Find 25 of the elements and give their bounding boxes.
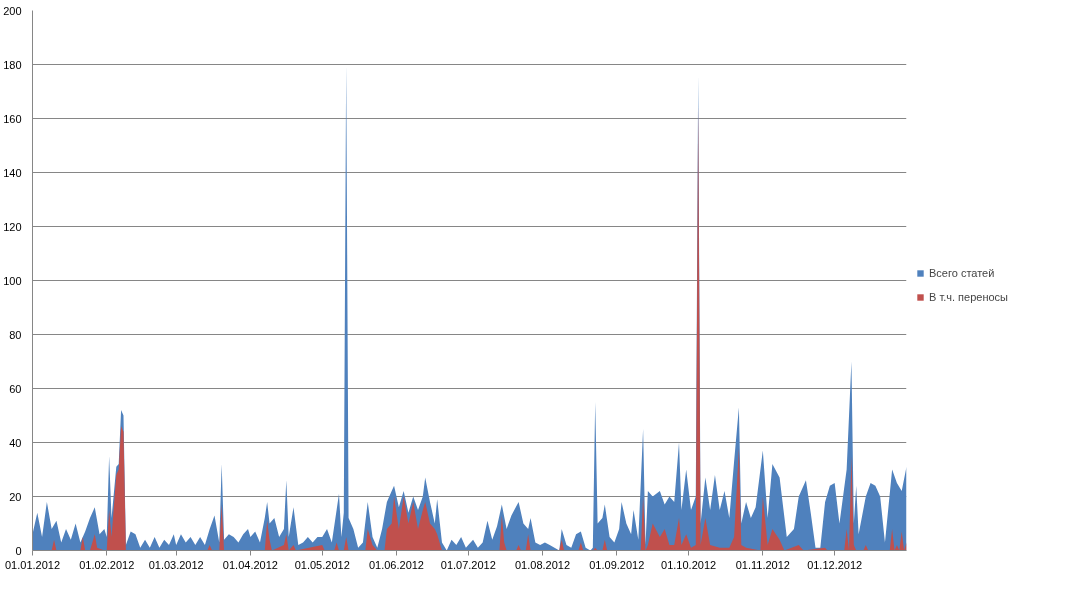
y-tick-label: 120 (3, 220, 22, 233)
y-tick-label: 60 (9, 382, 22, 395)
x-tick-label: 01.04.2012 (222, 558, 278, 571)
y-tick-label: 140 (3, 166, 22, 179)
x-tick-label: 01.11.2012 (735, 558, 790, 571)
x-tick-label: 01.05.2012 (294, 558, 350, 571)
y-tick-label: 200 (3, 4, 22, 17)
x-tick-label: 01.03.2012 (148, 558, 204, 571)
x-tick-label: 01.08.2012 (515, 558, 571, 571)
legend-label: Всего статей (929, 266, 995, 279)
y-tick-label: 40 (9, 436, 22, 449)
x-tick-label: 01.06.2012 (368, 558, 424, 571)
y-tick-label: 0 (15, 544, 22, 557)
x-tick-label: 01.09.2012 (589, 558, 645, 571)
legend-label: В т.ч. переносы (929, 290, 1009, 303)
y-tick-label: 180 (3, 58, 22, 71)
y-tick-label: 20 (9, 490, 22, 503)
x-tick-label: 01.10.2012 (661, 558, 717, 571)
y-tick-label: 160 (3, 112, 22, 125)
x-tick-label: 01.02.2012 (79, 558, 135, 571)
y-tick-label: 80 (9, 328, 22, 341)
x-tick-label: 01.12.2012 (807, 558, 863, 571)
y-tick-label: 100 (3, 274, 22, 287)
x-tick-label: 01.01.2012 (4, 558, 61, 571)
x-tick-label: 01.07.2012 (440, 558, 496, 571)
